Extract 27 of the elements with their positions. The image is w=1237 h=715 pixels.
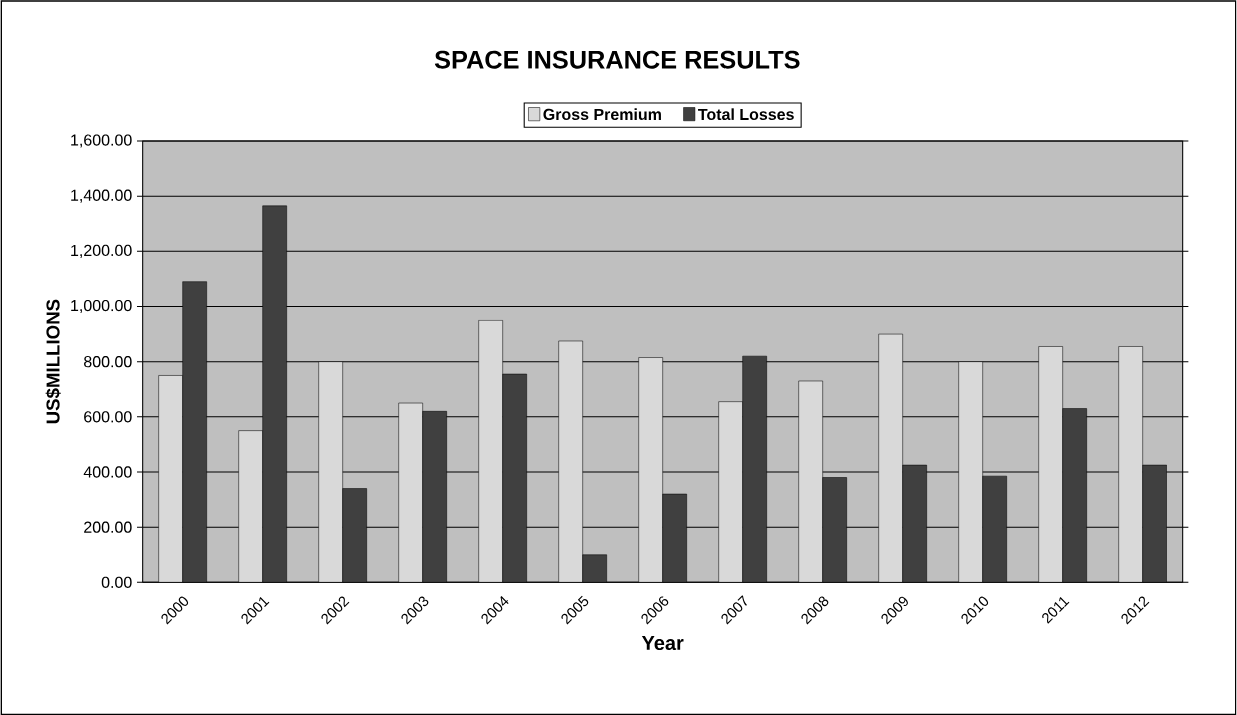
legend-label: Gross Premium — [543, 108, 661, 121]
y-tick-label: 200.00 — [84, 521, 132, 533]
y-tick-label: 0.00 — [101, 576, 132, 588]
bar — [318, 361, 343, 583]
y-tick-label: 400.00 — [83, 466, 132, 478]
y-axis-title: US$MILLIONS — [45, 299, 61, 424]
bar — [558, 340, 583, 583]
bar — [238, 430, 263, 583]
bar — [798, 380, 823, 583]
bar — [718, 401, 743, 583]
bar — [1038, 346, 1063, 583]
y-tick-label: 1,600.00 — [71, 134, 132, 148]
bar — [638, 357, 663, 583]
bar — [1118, 346, 1143, 583]
x-axis-title: Year — [641, 636, 684, 651]
bar — [878, 333, 903, 583]
y-tick-label: 800.00 — [84, 356, 132, 368]
bar — [478, 320, 503, 583]
bar — [958, 361, 983, 583]
y-tick-label: 1,200.00 — [71, 244, 132, 258]
y-tick-label: 1,000.00 — [71, 299, 132, 314]
bar — [158, 375, 183, 583]
y-tick-label: 600.00 — [84, 411, 132, 423]
bar — [398, 402, 423, 583]
legend-label: Total Losses — [698, 108, 794, 121]
chart-title: SPACE INSURANCE RESULTS — [434, 50, 800, 69]
y-tick-label: 1,400.00 — [71, 189, 132, 203]
